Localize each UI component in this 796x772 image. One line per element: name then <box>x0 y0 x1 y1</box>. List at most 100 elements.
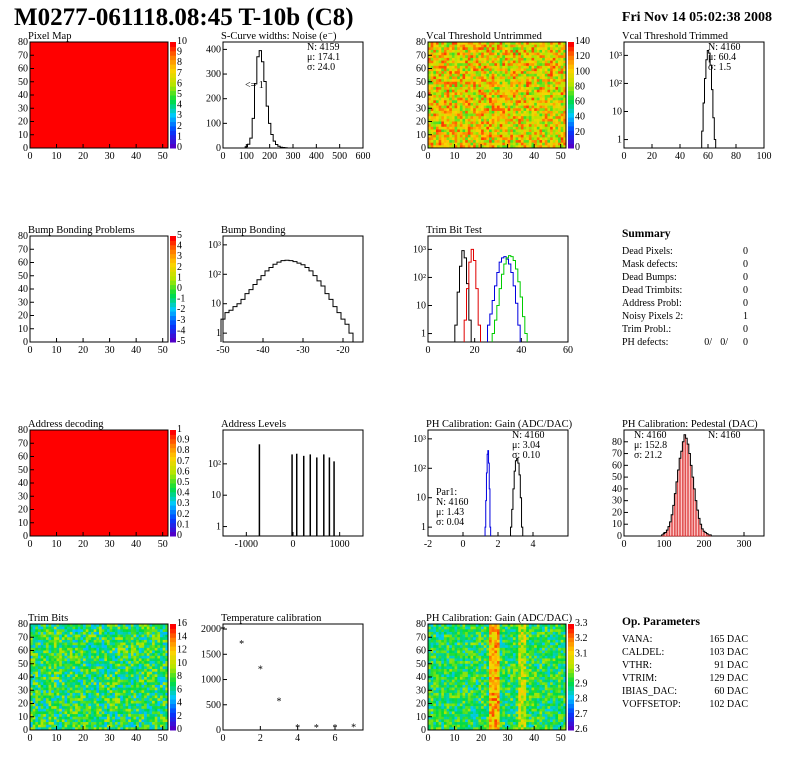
heatmap-cell <box>446 79 450 83</box>
heatmap-cell <box>144 692 148 696</box>
heatmap-cell <box>518 60 522 64</box>
heatmap-cell <box>544 55 548 59</box>
y-tick-label: 10 <box>18 324 28 335</box>
heatmap-cell <box>454 113 458 117</box>
scatter-point: * <box>351 722 356 733</box>
heatmap-cell <box>146 642 150 646</box>
heatmap-cell <box>558 100 561 104</box>
heatmap-cell <box>149 722 153 725</box>
heatmap-cell <box>523 87 527 90</box>
heatmap-cell <box>45 624 49 627</box>
heatmap-cell <box>438 116 442 120</box>
heatmap-cell <box>446 63 450 67</box>
heatmap-cell <box>154 706 158 710</box>
heatmap-cell <box>141 663 145 667</box>
heatmap-cell <box>518 126 522 130</box>
heatmap-cell <box>494 105 498 109</box>
heatmap-cell <box>43 655 47 659</box>
heatmap-cell <box>504 71 508 75</box>
heatmap-cell <box>149 703 153 707</box>
heatmap-cell <box>67 645 71 649</box>
heatmap-cell <box>504 124 508 128</box>
heatmap-cell <box>531 87 535 90</box>
heatmap-cell <box>457 55 461 59</box>
heatmap-cell <box>470 110 474 114</box>
heatmap-cell <box>454 102 458 106</box>
heatmap-cell <box>160 626 163 630</box>
heatmap-cell <box>101 634 105 638</box>
heatmap-cell <box>67 658 71 662</box>
heatmap-cell <box>481 92 485 96</box>
heatmap-cell <box>53 624 57 627</box>
y-tick-label: 0 <box>23 531 28 542</box>
heatmap-cell <box>499 126 503 130</box>
heatmap-cell <box>465 47 469 51</box>
heatmap-cell <box>56 624 60 627</box>
heatmap-cell <box>146 645 150 649</box>
heatmap-cell <box>37 716 41 720</box>
heatmap-cell <box>162 629 166 633</box>
heatmap-cell <box>494 71 498 75</box>
heatmap-cell <box>491 129 495 133</box>
heatmap-cell <box>462 102 466 106</box>
heatmap-cell <box>520 624 524 627</box>
heatmap-cell <box>114 669 118 672</box>
heatmap-cell <box>523 108 527 112</box>
heatmap-cell <box>438 97 442 101</box>
heatmap-cell <box>528 79 532 83</box>
heatmap-cell <box>64 719 68 723</box>
plot-frame <box>222 41 364 149</box>
heatmap-cell <box>56 671 60 675</box>
heatmap-cell <box>37 706 41 710</box>
heatmap-cell <box>162 716 166 720</box>
heatmap-cell <box>104 703 108 707</box>
heatmap-cell <box>85 716 89 720</box>
heatmap-cell <box>428 137 431 141</box>
heatmap-cell <box>45 687 49 691</box>
heatmap-cell <box>138 663 142 667</box>
table-row-value: 0 <box>743 285 748 296</box>
heatmap-cell <box>106 645 110 649</box>
heatmap-cell <box>523 626 527 630</box>
heatmap-cell <box>144 711 148 715</box>
heatmap-cell <box>470 626 474 630</box>
heatmap-cell <box>560 55 564 59</box>
heatmap-cell <box>88 661 92 665</box>
heatmap-cell <box>470 97 474 101</box>
heatmap-cell <box>515 100 519 104</box>
heatmap-cell <box>534 145 538 149</box>
y-tick-label: 80 <box>18 231 28 242</box>
heatmap-cell <box>470 60 474 64</box>
heatmap-cell <box>136 631 140 635</box>
heatmap-cell <box>120 624 124 627</box>
heatmap-cell <box>449 634 453 638</box>
heatmap-cell <box>144 624 148 627</box>
heatmap-cell <box>518 87 522 90</box>
heatmap-cell <box>507 137 511 141</box>
heatmap-cell <box>128 695 132 699</box>
heatmap-cell <box>72 642 76 646</box>
heatmap-cell <box>72 647 76 651</box>
heatmap-cell <box>77 700 81 704</box>
heatmap-cell <box>35 674 39 678</box>
heatmap-cell <box>430 57 434 61</box>
colorbar-cell <box>170 236 176 241</box>
heatmap-cell <box>552 95 556 98</box>
heatmap-cell <box>470 89 474 93</box>
heatmap-cell <box>67 639 71 643</box>
heatmap-cell <box>72 629 76 633</box>
heatmap-cell <box>85 682 89 686</box>
heatmap-cell <box>526 113 530 117</box>
heatmap-cell <box>457 137 461 141</box>
heatmap-cell <box>83 661 87 665</box>
heatmap-cell <box>494 134 498 138</box>
heatmap-cell <box>141 658 145 662</box>
heatmap-cell <box>69 650 73 654</box>
heatmap-cell <box>563 631 567 635</box>
heatmap-cell <box>96 703 100 707</box>
heatmap-cell <box>149 666 153 670</box>
heatmap-cell <box>117 631 121 635</box>
heatmap-cell <box>507 631 511 635</box>
heatmap-cell <box>499 42 503 45</box>
heatmap-cell <box>133 724 137 728</box>
